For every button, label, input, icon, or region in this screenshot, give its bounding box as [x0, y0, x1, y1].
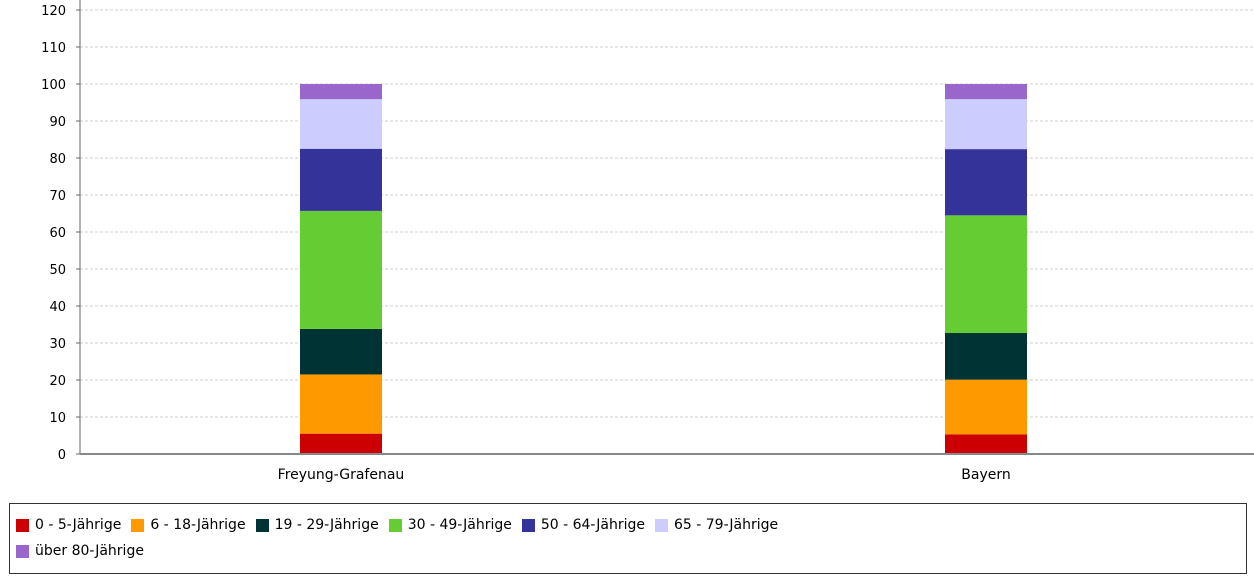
- legend-swatch: [16, 544, 29, 558]
- legend-swatch: [255, 518, 269, 532]
- y-tick-label: 30: [49, 337, 66, 352]
- y-tick-label: 90: [49, 115, 66, 130]
- bar-segment: [945, 434, 1027, 454]
- legend-item: 19 - 29-Jährige: [255, 517, 379, 533]
- legend-label: 6 - 18-Jährige: [150, 517, 246, 533]
- bar-segment: [300, 328, 382, 375]
- x-category-label: Freyung-Grafenau: [278, 467, 405, 483]
- bar-segment: [300, 84, 382, 100]
- legend-label: 50 - 64-Jährige: [540, 517, 645, 533]
- y-tick-label: 120: [41, 4, 66, 19]
- y-axis: 0 10 20 30 40 50 60 70 80 90 100 110 120: [41, 0, 81, 463]
- y-tick-label: 60: [49, 226, 66, 241]
- y-tick-label: 50: [49, 263, 66, 278]
- y-tick-label: 80: [49, 152, 66, 167]
- legend-label: 65 - 79-Jährige: [673, 517, 779, 533]
- legend-item: 50 - 64-Jährige: [521, 517, 645, 533]
- bars: [300, 84, 1027, 454]
- legend-item: 6 - 18-Jährige: [131, 517, 246, 533]
- y-tick-label: 10: [49, 411, 66, 426]
- bar-segment: [945, 149, 1027, 216]
- legend-item: über 80-Jährige: [16, 543, 144, 559]
- y-tick-label: 110: [41, 41, 66, 56]
- x-category-label: Bayern: [961, 467, 1010, 483]
- legend-label: 30 - 49-Jährige: [407, 517, 512, 533]
- y-tick-label: 20: [49, 374, 66, 389]
- bar-segment: [945, 379, 1027, 435]
- stacked-bar-chart: 0 10 20 30 40 50 60 70 80 90 100 110 120 Freyung-Gra…: [41, 0, 1254, 483]
- legend-swatch: [388, 518, 402, 532]
- bar-segment: [945, 333, 1027, 380]
- legend-label: über 80-Jährige: [35, 543, 144, 559]
- legend-label: 19 - 29-Jährige: [274, 517, 379, 533]
- legend-swatch: [131, 518, 145, 532]
- legend-label: 0 - 5-Jährige: [35, 517, 122, 533]
- bar-segment: [300, 148, 382, 211]
- y-tick-label: 70: [49, 189, 66, 204]
- legend-row: 0 - 5-Jährige 6 - 18-Jährige 19 - 29-Jähri…: [16, 512, 1240, 538]
- bar-segment: [945, 215, 1027, 334]
- y-tick-label: 100: [41, 78, 66, 93]
- legend: 0 - 5-Jährige 6 - 18-Jährige 19 - 29-Jähri…: [9, 503, 1247, 574]
- legend-swatch: [521, 518, 535, 532]
- legend-swatch: [654, 518, 668, 532]
- bar-segment: [945, 99, 1027, 150]
- y-tick-label: 0: [58, 448, 66, 463]
- y-tick-label: 40: [49, 300, 66, 315]
- legend-item: 65 - 79-Jährige: [654, 517, 779, 533]
- bar-segment: [945, 84, 1027, 100]
- legend-item: 30 - 49-Jährige: [388, 517, 512, 533]
- bar-segment: [300, 210, 382, 329]
- legend-item: 0 - 5-Jährige: [16, 517, 121, 533]
- x-axis: Freyung-Grafenau Bayern: [80, 453, 1254, 483]
- legend-swatch: [16, 518, 29, 532]
- bar-segment: [300, 433, 382, 454]
- legend-row: über 80-Jährige: [16, 538, 1240, 564]
- bar-segment: [300, 99, 382, 149]
- gridlines: [80, 9, 1254, 418]
- bar-segment: [300, 374, 382, 434]
